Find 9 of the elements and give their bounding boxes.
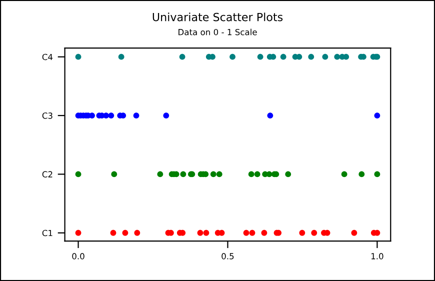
x-tick-label: 0.0: [72, 253, 84, 260]
y-tick-label: C4: [42, 54, 53, 60]
x-tick-label: 1.0: [371, 253, 384, 260]
chart-title: Univariate Scatter Plots: [152, 12, 283, 22]
y-tick-label: C3: [42, 112, 52, 119]
x-tick-label: 0.5: [222, 253, 234, 260]
y-tick-label: C1: [42, 230, 52, 236]
chart-subtitle: Data on 0 - 1 Scale: [178, 28, 257, 36]
y-tick-label: C2: [42, 171, 52, 178]
